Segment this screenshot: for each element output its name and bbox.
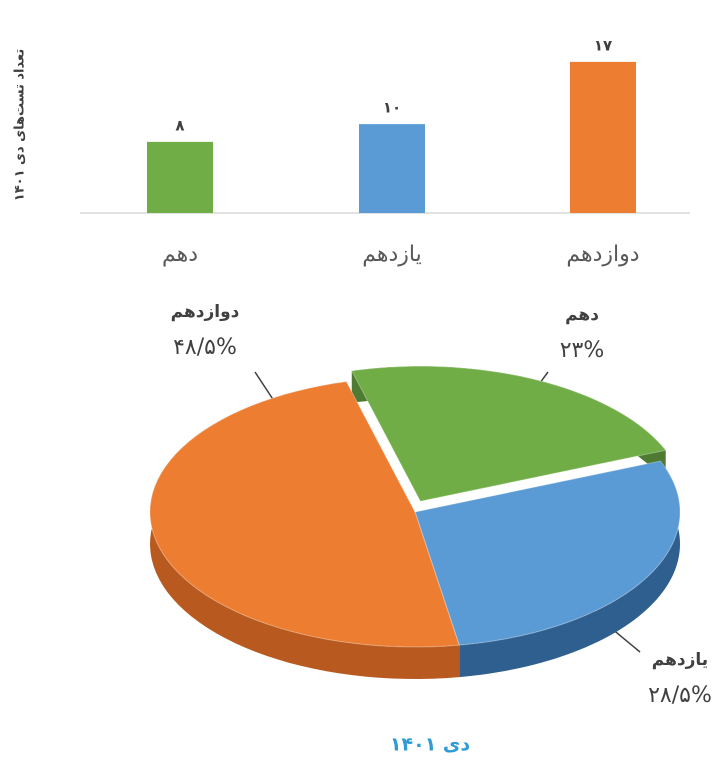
x-tick-label: دهم: [162, 242, 198, 267]
bar: [570, 61, 636, 214]
slice-side: [150, 381, 460, 679]
data-label: ۱۰: [383, 99, 401, 117]
slice-label: دوازدهم: [171, 302, 240, 322]
slice: [414, 460, 681, 646]
slice-label: یازدهم: [652, 650, 708, 670]
slice: [149, 381, 460, 648]
slice-value: ۲۳%: [560, 338, 605, 363]
bar: [359, 124, 425, 213]
slice-side: [459, 460, 680, 678]
y-axis-title: تعداد تست‌های دی ۱۴۰۱: [13, 49, 28, 201]
bar: [147, 141, 213, 213]
slice: [350, 365, 667, 502]
x-tick-label: یازدهم: [362, 242, 422, 267]
slice-value: ۴۸/۵%: [173, 335, 237, 360]
x-tick-label: دوازدهم: [566, 242, 639, 267]
slice-value: ۲۸/۵%: [648, 683, 712, 708]
pie-title: دی ۱۴۰۱: [390, 734, 470, 756]
slice-label: دهم: [565, 305, 599, 325]
data-label: ۸: [175, 116, 184, 134]
data-label: ۱۷: [594, 36, 612, 54]
